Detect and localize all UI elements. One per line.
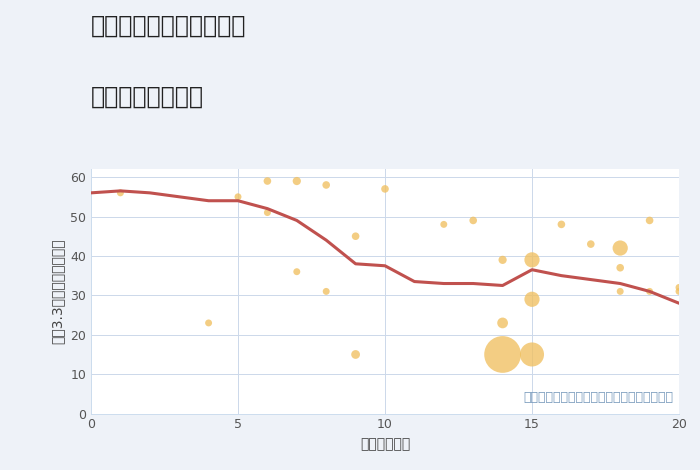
Text: 神奈川県伊勢原市粟窪の: 神奈川県伊勢原市粟窪の [91,14,246,38]
Point [262,209,273,216]
Point [673,284,685,291]
Point [203,319,214,327]
Point [556,220,567,228]
Point [291,177,302,185]
Point [115,189,126,196]
Point [644,217,655,224]
Point [291,268,302,275]
Point [497,351,508,358]
Point [468,217,479,224]
Y-axis label: 坪（3.3㎡）単価（万円）: 坪（3.3㎡）単価（万円） [50,239,64,344]
Text: 駅距離別土地価格: 駅距離別土地価格 [91,85,204,109]
Point [262,177,273,185]
Point [232,193,244,201]
Point [438,220,449,228]
X-axis label: 駅距離（分）: 駅距離（分） [360,437,410,451]
Point [350,351,361,358]
Text: 円の大きさは、取引のあった物件面積を示す: 円の大きさは、取引のあった物件面積を示す [523,391,673,404]
Point [615,264,626,272]
Point [673,288,685,295]
Point [497,256,508,264]
Point [644,288,655,295]
Point [526,256,538,264]
Point [379,185,391,193]
Point [321,288,332,295]
Point [497,319,508,327]
Point [615,288,626,295]
Point [585,240,596,248]
Point [615,244,626,252]
Point [526,351,538,358]
Point [321,181,332,189]
Point [526,296,538,303]
Point [350,233,361,240]
